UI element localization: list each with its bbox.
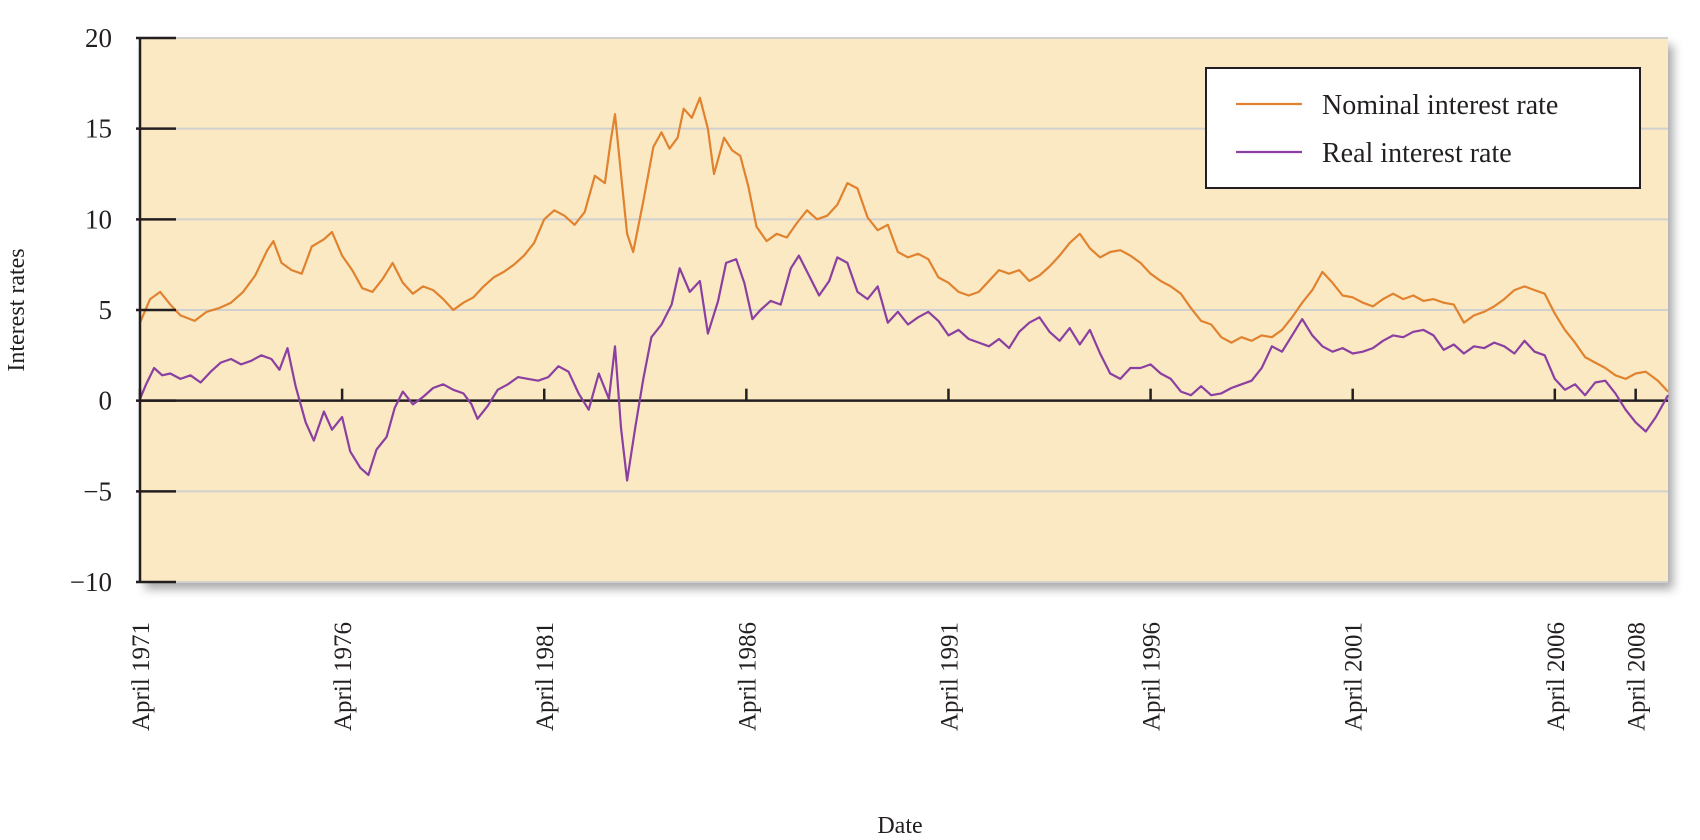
- x-tick-label: April 1981: [532, 622, 559, 731]
- x-tick-label: April 1971: [128, 622, 155, 731]
- x-tick-label: April 1986: [734, 622, 761, 731]
- x-tick-label: April 1996: [1139, 622, 1166, 731]
- legend: Nominal interest rate Real interest rate: [1205, 67, 1641, 189]
- gridlines: [140, 37, 1668, 583]
- y-tick-label: 15: [85, 114, 112, 144]
- nominal-rate-line: [138, 96, 1669, 393]
- x-tick-label: April 2001: [1341, 622, 1368, 731]
- x-tick-label: April 1991: [936, 622, 963, 731]
- x-tick-label: April 2006: [1543, 622, 1570, 731]
- x-tick-label: April 1976: [330, 622, 357, 731]
- y-tick-label: 0: [99, 386, 113, 416]
- legend-label-real: Real interest rate: [1322, 138, 1512, 169]
- y-tick-label: −10: [70, 567, 112, 597]
- y-axis: 20 15 10 5 0 −5 −10: [70, 23, 176, 597]
- series-lines: [138, 96, 1669, 482]
- real-rate-line: [138, 254, 1669, 482]
- x-axis-ticks: April 1971 April 1976 April 1981 April 1986…: [128, 388, 1651, 731]
- y-tick-label: 5: [99, 295, 113, 325]
- x-axis-label: Date: [877, 813, 922, 839]
- legend-label-nominal: Nominal interest rate: [1322, 90, 1558, 121]
- y-tick-label: 20: [85, 23, 112, 53]
- legend-box: [1205, 67, 1641, 189]
- y-tick-label: 10: [85, 204, 112, 234]
- y-tick-label: −5: [83, 476, 112, 506]
- y-axis-label: Interest rates: [4, 248, 30, 371]
- x-tick-label: April 2008: [1624, 622, 1651, 731]
